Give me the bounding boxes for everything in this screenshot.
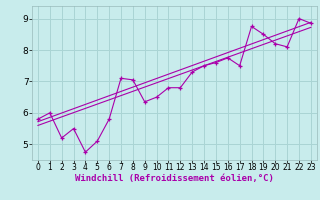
X-axis label: Windchill (Refroidissement éolien,°C): Windchill (Refroidissement éolien,°C) — [75, 174, 274, 183]
